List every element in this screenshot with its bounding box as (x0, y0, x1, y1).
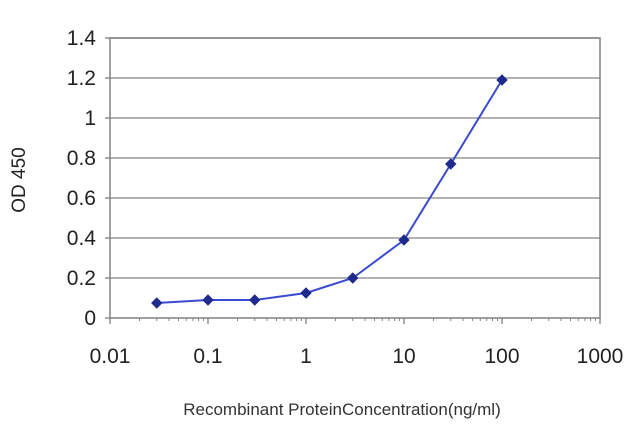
y-tick-label: 0.2 (67, 267, 96, 290)
grid-layer (110, 37, 600, 279)
plot-border (109, 37, 601, 319)
data-point (202, 294, 214, 306)
y-tick-label: 0.4 (67, 227, 97, 250)
data-point (445, 158, 457, 170)
x-tick-label: 0.01 (90, 345, 131, 368)
x-tick-label: 1000 (577, 345, 624, 368)
x-axis-ticks: 0.01 0.1 1 10 100 1000 (90, 318, 624, 368)
y-axis-ticks: 0 0.2 0.4 0.6 0.8 1 1.2 1.4 (67, 27, 110, 330)
data-point (398, 234, 410, 246)
y-tick-label: 1.4 (67, 27, 97, 50)
plot-frame (109, 37, 601, 319)
y-tick-label: 0.8 (67, 147, 96, 170)
x-tick-label: 0.1 (193, 345, 222, 368)
data-point (347, 272, 359, 284)
data-point (300, 287, 312, 299)
y-axis-title: OD 450 (9, 147, 30, 212)
x-tick-label: 1 (300, 345, 312, 368)
y-tick-label: 1 (84, 107, 96, 130)
x-axis-title: Recombinant ProteinConcentration(ng/ml) (183, 400, 501, 419)
series-line (156, 79, 503, 304)
x-tick-label: 10 (392, 345, 415, 368)
data-point (249, 294, 261, 306)
data-point (496, 74, 508, 86)
y-tick-label: 0.6 (67, 187, 96, 210)
x-tick-label: 100 (484, 345, 519, 368)
y-tick-label: 1.2 (67, 67, 96, 90)
y-tick-label: 0 (84, 307, 96, 330)
series-layer (151, 74, 508, 309)
data-point (151, 297, 163, 309)
